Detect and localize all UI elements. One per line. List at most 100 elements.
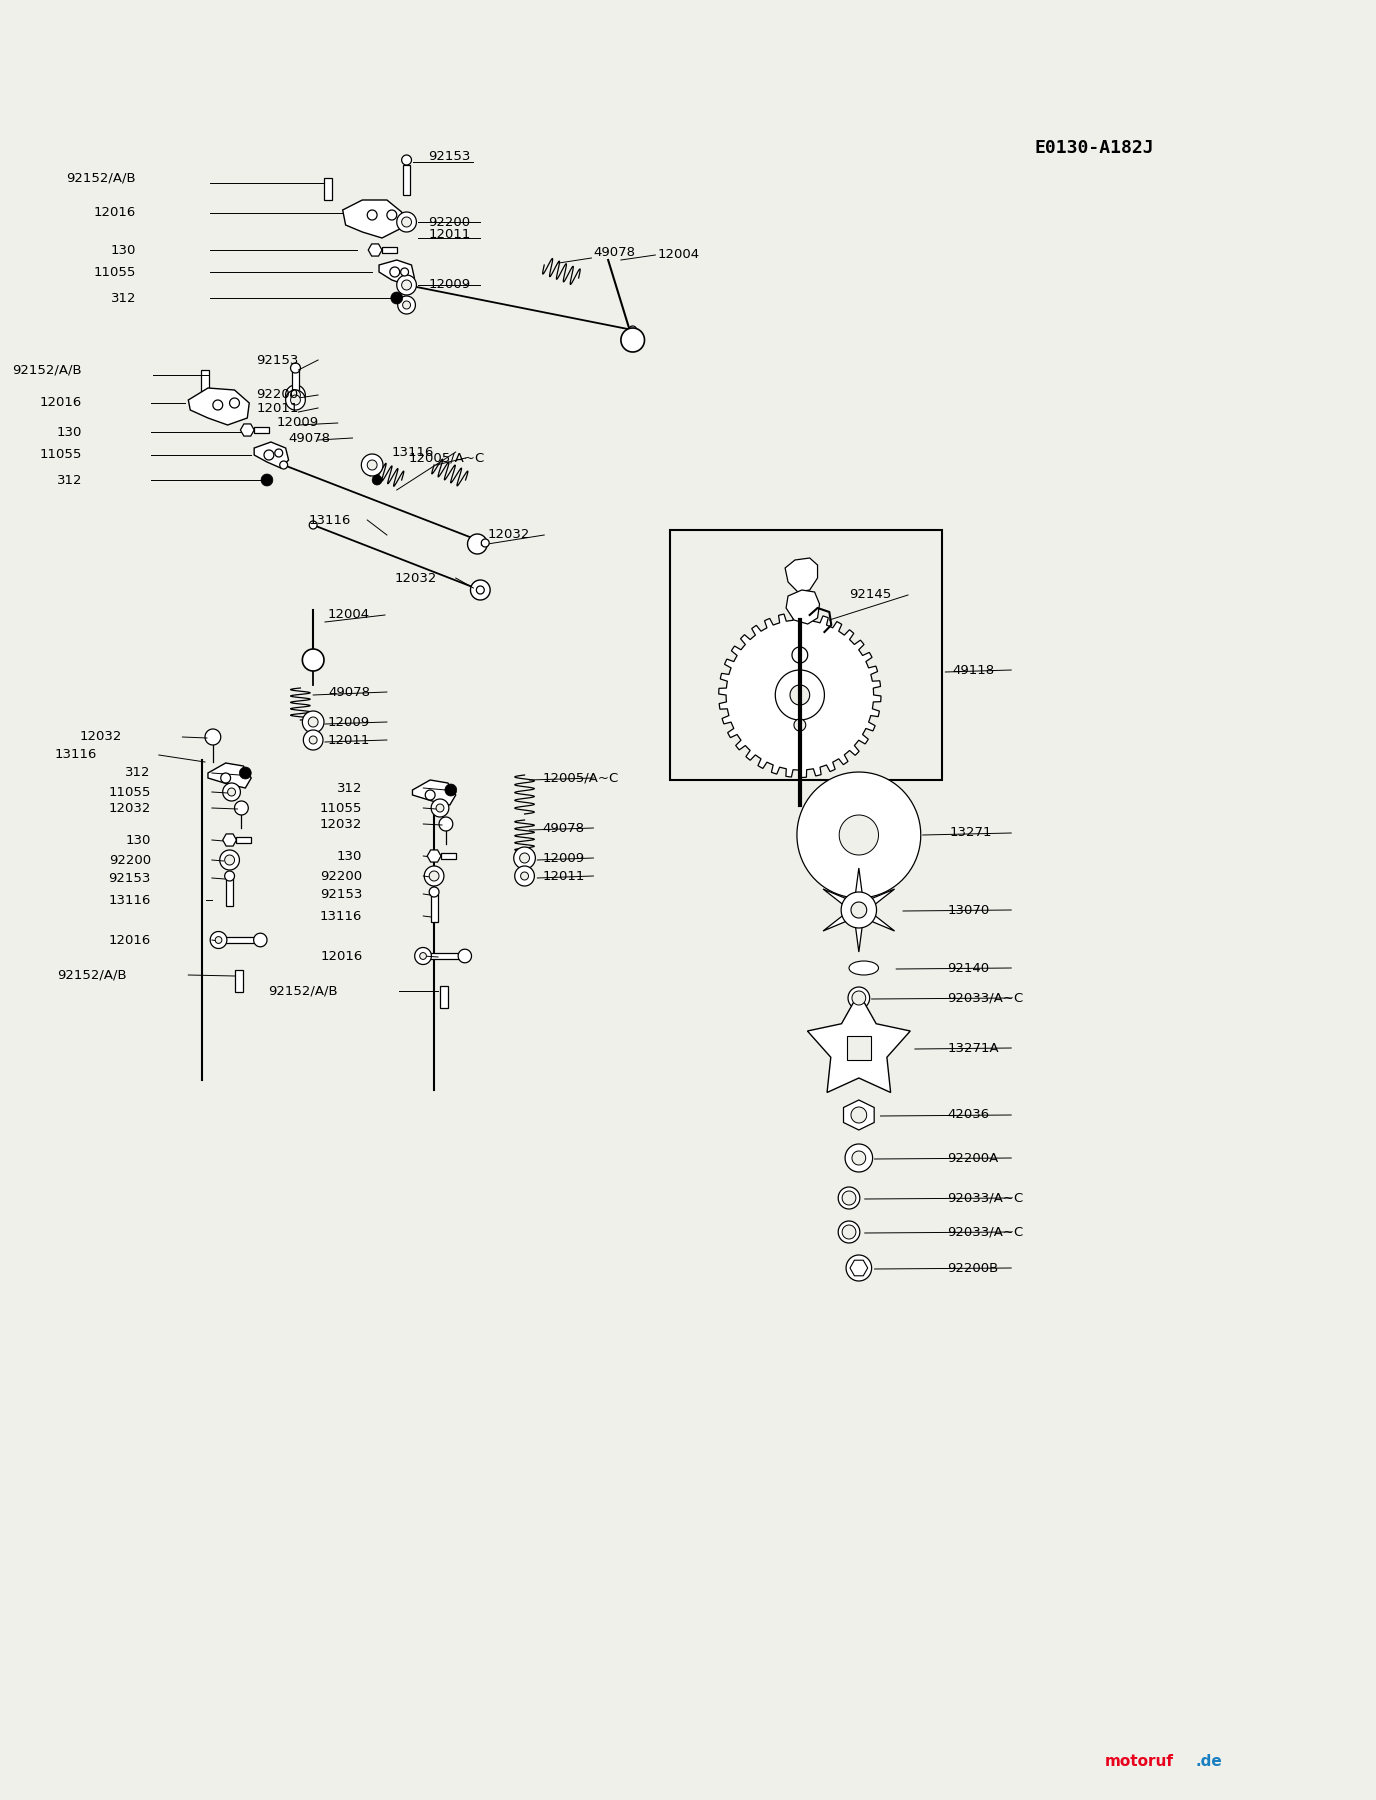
Polygon shape [790,686,809,706]
Polygon shape [436,805,444,812]
Text: 312: 312 [337,781,362,794]
Polygon shape [189,389,249,425]
Polygon shape [439,817,453,832]
Polygon shape [362,454,383,475]
Polygon shape [219,936,260,943]
Polygon shape [422,952,465,959]
Text: 13116: 13116 [392,446,435,459]
Text: 92153: 92153 [256,353,299,367]
Polygon shape [718,612,881,778]
Text: 49078: 49078 [593,247,636,259]
Polygon shape [227,788,235,796]
Polygon shape [476,587,484,594]
Polygon shape [854,911,863,952]
Text: 12011: 12011 [327,734,370,747]
Polygon shape [255,427,268,434]
Polygon shape [413,779,455,805]
Text: 92140: 92140 [947,961,989,974]
Polygon shape [402,281,411,290]
Text: 13116: 13116 [55,749,96,761]
Polygon shape [226,878,233,905]
Text: 49118: 49118 [952,664,995,677]
Polygon shape [255,443,289,468]
Polygon shape [387,211,396,220]
Text: 49078: 49078 [289,432,330,445]
Polygon shape [303,731,323,751]
Polygon shape [389,266,399,277]
Polygon shape [323,178,332,200]
Text: 12011: 12011 [256,401,299,414]
Polygon shape [471,580,490,599]
Polygon shape [290,394,300,405]
Text: 12005/A~C: 12005/A~C [409,452,484,464]
Polygon shape [431,799,449,817]
Polygon shape [372,475,383,484]
Polygon shape [220,772,231,783]
Polygon shape [303,650,323,671]
Polygon shape [852,992,866,1004]
Text: 12004: 12004 [327,608,370,621]
Bar [670,529,943,779]
Text: 12011: 12011 [542,869,585,882]
Text: 12032: 12032 [395,572,438,585]
Polygon shape [427,850,440,862]
Text: 13271: 13271 [949,826,992,839]
Polygon shape [440,853,455,859]
Text: 12011: 12011 [428,229,471,241]
Polygon shape [838,1220,860,1244]
Polygon shape [286,385,305,405]
Text: 92200A: 92200A [947,1152,999,1165]
Polygon shape [513,848,535,869]
Polygon shape [793,646,808,662]
Text: 13116: 13116 [109,893,151,907]
Polygon shape [839,815,878,855]
Polygon shape [403,281,410,290]
Polygon shape [859,889,894,911]
Text: 92153: 92153 [321,887,362,900]
Polygon shape [848,986,870,1010]
Text: 12009: 12009 [277,416,319,430]
Polygon shape [786,558,817,592]
Polygon shape [211,932,227,949]
Polygon shape [367,211,377,220]
Polygon shape [275,448,282,457]
Polygon shape [846,1255,871,1282]
Polygon shape [458,949,472,963]
Polygon shape [310,520,316,529]
Polygon shape [440,986,447,1008]
Polygon shape [402,218,411,227]
Text: 12009: 12009 [428,279,471,292]
Text: 92153: 92153 [428,151,471,164]
Text: 312: 312 [110,292,136,304]
Text: 13116: 13116 [308,513,351,526]
Polygon shape [775,670,824,720]
Text: 12009: 12009 [542,851,585,864]
Polygon shape [850,902,867,918]
Polygon shape [261,473,272,486]
Polygon shape [396,275,417,295]
Text: 92033/A~C: 92033/A~C [947,1226,1024,1238]
Polygon shape [367,461,377,470]
Text: motoruf: motoruf [1105,1755,1174,1769]
Polygon shape [444,785,457,796]
Polygon shape [838,1186,860,1210]
Polygon shape [310,736,316,743]
Polygon shape [220,850,239,869]
Text: 92200B: 92200B [947,1262,999,1274]
Text: 12016: 12016 [94,207,136,220]
Polygon shape [843,1100,874,1130]
Polygon shape [239,767,252,779]
Polygon shape [622,338,645,346]
Polygon shape [253,932,267,947]
Polygon shape [515,866,534,886]
Text: 13271A: 13271A [947,1042,999,1055]
Text: 92145: 92145 [849,589,892,601]
Polygon shape [205,729,220,745]
Polygon shape [223,833,237,846]
Polygon shape [842,1192,856,1204]
Text: 92153: 92153 [109,871,151,884]
Polygon shape [398,295,416,313]
Polygon shape [621,328,644,353]
Polygon shape [420,952,427,959]
Text: 12005/A~C: 12005/A~C [542,772,618,785]
